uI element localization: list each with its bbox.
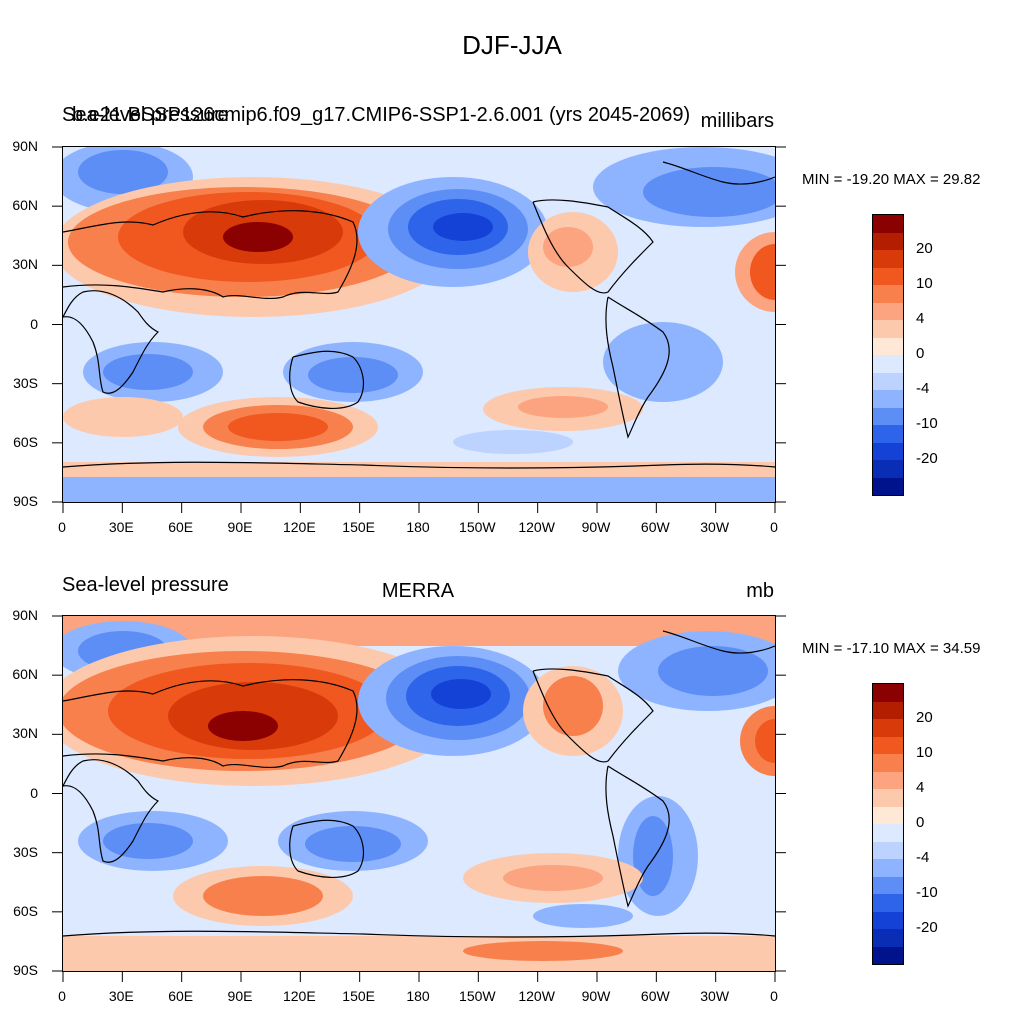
lon-tick-label: 180 xyxy=(406,988,430,1004)
panel2-center-title: MERRA xyxy=(381,580,455,602)
lon-tick-label: 30W xyxy=(700,988,730,1004)
lon-tick-label: 30E xyxy=(108,988,134,1004)
lon-tick-label: 90W xyxy=(581,519,611,535)
lon-tick-label: 90W xyxy=(581,988,611,1004)
colorbar-label: -20 xyxy=(916,919,938,936)
colorbar-swatch xyxy=(873,876,903,894)
lon-tick-label: 90E xyxy=(227,988,253,1004)
colorbar-swatch xyxy=(873,911,903,929)
lon-tick-label: 90E xyxy=(227,519,253,535)
panel2-map xyxy=(62,615,776,972)
lon-tick-label: 150E xyxy=(342,988,375,1004)
lat-tick-label: 90S xyxy=(13,962,38,978)
colorbar-swatch xyxy=(873,929,903,947)
colorbar-label: 20 xyxy=(916,240,933,257)
colorbar-label: 10 xyxy=(916,744,933,761)
panel1-colorbar xyxy=(872,214,904,496)
lon-tick-label: 0 xyxy=(770,519,778,535)
colorbar-label: -10 xyxy=(916,415,938,432)
colorbar-swatch xyxy=(873,771,903,789)
colorbar-swatch xyxy=(873,215,903,233)
lon-tick-label: 30E xyxy=(108,519,134,535)
lat-tick-label: 60N xyxy=(12,197,38,214)
colorbar-swatch xyxy=(873,302,903,320)
colorbar-swatch xyxy=(873,390,903,408)
colorbar-swatch xyxy=(873,407,903,425)
colorbar-swatch xyxy=(873,736,903,754)
colorbar-swatch xyxy=(873,894,903,912)
lat-tick-label: 60N xyxy=(12,666,38,683)
colorbar-swatch xyxy=(873,806,903,824)
colorbar-swatch xyxy=(873,425,903,443)
lat-tick-label: 30S xyxy=(13,374,38,391)
lat-tick-label: 0 xyxy=(30,315,38,332)
lon-tick-label: 120E xyxy=(282,519,316,535)
lat-tick-label: 30S xyxy=(13,843,38,860)
lat-tick-label: 30N xyxy=(12,256,38,273)
colorbar-swatch xyxy=(873,337,903,355)
panel2-units: mb xyxy=(746,580,774,602)
colorbar-swatch xyxy=(873,250,903,268)
colorbar-swatch xyxy=(873,477,903,495)
lon-tick-label: 120E xyxy=(282,988,316,1004)
colorbar-swatch xyxy=(873,754,903,772)
lon-tick-label: 60W xyxy=(640,519,670,535)
lon-tick-label: 150W xyxy=(459,519,496,535)
panel2-minmax: MIN = -17.10 MAX = 34.59 xyxy=(802,640,981,657)
colorbar-swatch xyxy=(873,355,903,373)
lat-tick-label: 60S xyxy=(13,433,38,450)
colorbar-swatch xyxy=(873,946,903,964)
colorbar-label: -4 xyxy=(916,380,930,397)
colorbar-swatch xyxy=(873,789,903,807)
lon-tick-label: 60W xyxy=(640,988,670,1004)
lat-tick-label: 90S xyxy=(13,493,38,509)
colorbar-swatch xyxy=(873,372,903,390)
colorbar-swatch xyxy=(873,719,903,737)
lon-tick-label: 30W xyxy=(700,519,730,535)
panel2-colorbar xyxy=(872,683,904,965)
colorbar-swatch xyxy=(873,859,903,877)
panel1-case-title: b.e21.BSSP126cmip6.f09_g17.CMIP6-SSP1-2.… xyxy=(72,104,691,126)
lat-tick-label: 30N xyxy=(12,725,38,742)
lon-tick-label: 150W xyxy=(459,988,496,1004)
lat-tick-label: 60S xyxy=(13,902,38,919)
colorbar-swatch xyxy=(873,267,903,285)
panel1-map xyxy=(62,146,776,503)
colorbar-label: 4 xyxy=(916,779,925,796)
colorbar-label: 4 xyxy=(916,310,925,327)
colorbar-swatch xyxy=(873,701,903,719)
colorbar-label: 0 xyxy=(916,345,925,362)
colorbar-label: -20 xyxy=(916,450,938,467)
panel1-minmax: MIN = -19.20 MAX = 29.82 xyxy=(802,171,981,188)
lon-tick-label: 0 xyxy=(58,988,66,1004)
lon-tick-label: 120W xyxy=(518,519,555,535)
panel1-units: millibars xyxy=(700,110,774,132)
lon-tick-label: 60E xyxy=(168,988,194,1004)
lat-tick-label: 90N xyxy=(12,607,38,623)
colorbar-label: -4 xyxy=(916,849,930,866)
lat-tick-label: 0 xyxy=(30,784,38,801)
lon-tick-label: 180 xyxy=(406,519,430,535)
lon-tick-label: 150E xyxy=(342,519,375,535)
colorbar-label: -10 xyxy=(916,884,938,901)
colorbar-swatch xyxy=(873,460,903,478)
main-title: DJF-JJA xyxy=(462,30,562,60)
colorbar-swatch xyxy=(873,684,903,702)
colorbar-label: 20 xyxy=(916,709,933,726)
colorbar-swatch xyxy=(873,824,903,842)
lon-tick-label: 120W xyxy=(518,988,555,1004)
colorbar-label: 10 xyxy=(916,275,933,292)
lon-tick-label: 0 xyxy=(58,519,66,535)
colorbar-label: 0 xyxy=(916,814,925,831)
lon-tick-label: 0 xyxy=(770,988,778,1004)
colorbar-swatch xyxy=(873,442,903,460)
colorbar-swatch xyxy=(873,841,903,859)
lon-tick-label: 60E xyxy=(168,519,194,535)
colorbar-swatch xyxy=(873,285,903,303)
colorbar-swatch xyxy=(873,232,903,250)
lat-tick-label: 90N xyxy=(12,138,38,154)
panel2-left-title: Sea-level pressure xyxy=(62,574,229,596)
panel1-left-title: Sea-level pressure xyxy=(62,104,229,126)
colorbar-swatch xyxy=(873,320,903,338)
